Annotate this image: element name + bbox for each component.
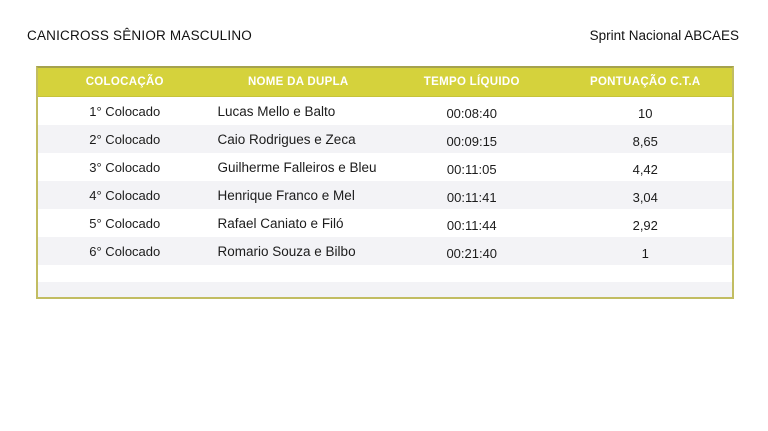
empty-row: [38, 265, 732, 282]
cell-tempo: 00:11:44: [446, 217, 497, 233]
cell-colocacao: 2° Colocado: [89, 131, 161, 147]
cell-tempo: 00:09:15: [446, 133, 498, 149]
table-header-row: COLOCAÇÃO NOME DA DUPLA TEMPO LÍQUIDO PO…: [38, 68, 732, 97]
table-row: 5° Colocado Rafael Caniato e Filó 00:11:…: [38, 209, 732, 237]
cell-colocacao: 1° Colocado: [89, 103, 161, 119]
table-body: 1° Colocado Lucas Mello e Balto 00:08:40…: [38, 97, 732, 265]
column-header-tempo: TEMPO LÍQUIDO: [423, 76, 520, 88]
table-row: 2° Colocado Caio Rodrigues e Zeca 00:09:…: [38, 125, 732, 153]
cell-colocacao: 4° Colocado: [89, 187, 161, 203]
cell-tempo: 00:21:40: [446, 245, 498, 261]
cell-colocacao: 3° Colocado: [89, 159, 161, 175]
cell-pontuacao: 8,65: [632, 133, 658, 149]
cell-tempo: 00:08:40: [446, 105, 498, 121]
cell-pontuacao: 2,92: [632, 217, 658, 233]
event-title: Sprint Nacional ABCAES: [589, 28, 739, 43]
table-row: 3° Colocado Guilherme Falleiros e Bleu 0…: [38, 153, 732, 181]
cell-nome: Caio Rodrigues e Zeca: [217, 131, 356, 147]
cell-colocacao: 5° Colocado: [89, 215, 161, 231]
cell-pontuacao: 1: [641, 245, 649, 261]
table-row: 6° Colocado Romario Souza e Bilbo 00:21:…: [38, 237, 732, 265]
cell-nome: Henrique Franco e Mel: [217, 187, 355, 203]
cell-nome: Rafael Caniato e Filó: [217, 215, 344, 231]
cell-tempo: 00:11:05: [446, 161, 497, 177]
column-header-nome: NOME DA DUPLA: [247, 76, 349, 88]
cell-nome: Romario Souza e Bilbo: [217, 243, 356, 259]
category-title: CANICROSS SÊNIOR MASCULINO: [27, 28, 252, 43]
page-header: CANICROSS SÊNIOR MASCULINO Sprint Nacion…: [27, 28, 739, 43]
cell-pontuacao: 3,04: [632, 189, 658, 205]
cell-pontuacao: 4,42: [632, 161, 658, 177]
table-row: 4° Colocado Henrique Franco e Mel 00:11:…: [38, 181, 732, 209]
column-header-pontuacao: PONTUAÇÃO C.T.A: [589, 76, 701, 88]
cell-colocacao: 6° Colocado: [89, 243, 161, 259]
results-table: COLOCAÇÃO NOME DA DUPLA TEMPO LÍQUIDO PO…: [36, 66, 734, 299]
cell-tempo: 00:11:41: [446, 189, 497, 205]
empty-row: [38, 282, 732, 297]
cell-nome: Guilherme Falleiros e Bleu: [217, 159, 377, 175]
column-header-colocacao: COLOCAÇÃO: [85, 76, 164, 88]
cell-nome: Lucas Mello e Balto: [217, 103, 336, 119]
cell-pontuacao: 10: [638, 105, 653, 121]
table-row: 1° Colocado Lucas Mello e Balto 00:08:40…: [38, 97, 732, 125]
